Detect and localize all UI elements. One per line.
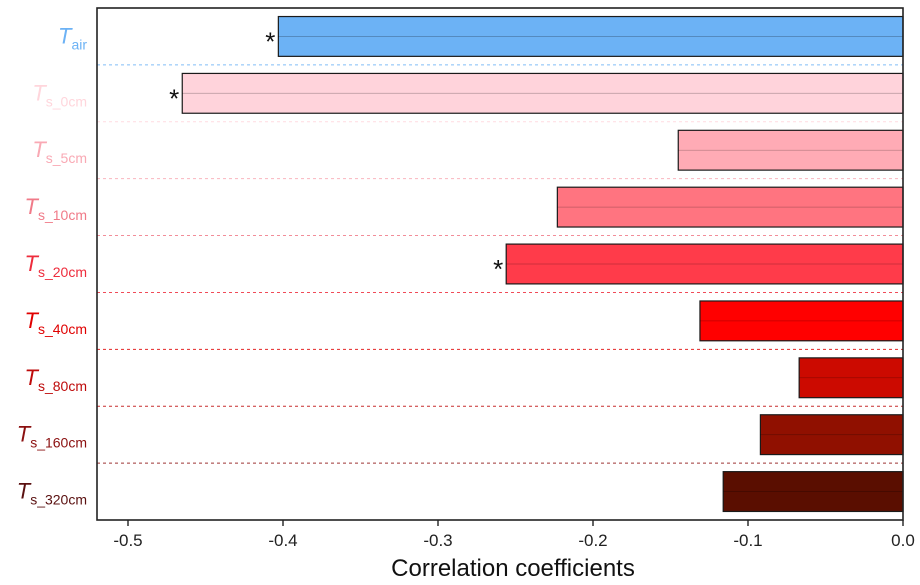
significance-markers: * * * [169,26,503,284]
category-label-sub: air [71,36,87,52]
x-tick-label: -0.1 [733,531,762,550]
category-label: Ts_80cm [25,365,87,394]
bar-s-320cm [722,471,904,513]
category-label-main: T [25,308,40,333]
category-label: Tair [58,23,87,52]
bar-s-0cm [181,72,904,114]
category-label: Ts_0cm [32,80,87,109]
x-tick-label: -0.2 [578,531,607,550]
significance-star: * [265,26,275,56]
bar-s-80cm [798,357,904,399]
category-label: Ts_5cm [32,137,87,166]
category-label-sub: s_160cm [30,435,87,451]
category-label-main: T [58,23,73,48]
x-axis: -0.5 -0.4 -0.3 -0.2 -0.1 0.0 [113,520,915,550]
x-tick-label: -0.4 [268,531,297,550]
category-label-sub: s_80cm [38,378,87,394]
category-label: Ts_320cm [17,479,87,508]
bar-s-40cm [699,300,904,342]
bar-s-10cm [556,186,904,228]
category-label-sub: s_40cm [38,321,87,337]
category-label-main: T [25,194,40,219]
bar-s-5cm [677,129,904,171]
x-tick-label: -0.3 [423,531,452,550]
category-label-main: T [32,80,47,105]
category-label: Ts_160cm [17,422,87,451]
category-label-main: T [25,365,40,390]
category-label-main: T [17,479,32,504]
category-label-sub: s_0cm [46,93,87,109]
bars-layer [181,15,904,513]
significance-star: * [169,83,179,113]
plot-frame [96,7,904,521]
category-label-sub: s_5cm [46,150,87,166]
category-label: Ts_10cm [25,194,87,223]
category-label-main: T [17,422,32,447]
category-label: Ts_20cm [25,251,87,280]
category-label-main: T [32,137,47,162]
x-tick-label: 0.0 [891,531,915,550]
category-label-sub: s_320cm [30,492,87,508]
category-label-sub: s_10cm [38,207,87,223]
category-label-sub: s_20cm [38,264,87,280]
bar-air [277,15,904,57]
bar-s-20cm [505,243,904,285]
category-label: Ts_40cm [25,308,87,337]
significance-star: * [493,254,503,284]
category-label-main: T [25,251,40,276]
category-labels: TairTs_0cmTs_5cmTs_10cmTs_20cmTs_40cmTs_… [17,23,88,507]
x-axis-title: Correlation coefficients [391,555,635,582]
separators-layer [97,64,903,464]
x-tick-label: -0.5 [113,531,142,550]
